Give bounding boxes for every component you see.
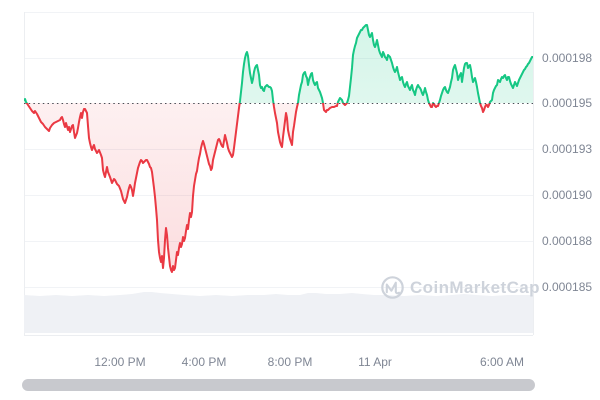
volume-area [24, 292, 533, 333]
x-tick-label: 8:00 PM [268, 355, 313, 369]
y-tick-label: 0.000188 [542, 234, 592, 248]
x-tick-label: 12:00 PM [94, 355, 145, 369]
coinmarketcap-logo-icon [381, 276, 404, 299]
y-tick-label: 0.000195 [542, 96, 592, 110]
watermark-text: CoinMarketCap [410, 278, 540, 297]
x-axis: 12:00 PM 4:00 PM 8:00 PM 11 Apr 6:00 AM [94, 355, 524, 369]
price-line-down [25, 103, 491, 273]
y-tick-label: 0.000198 [542, 51, 592, 65]
y-axis: 0.000198 0.000195 0.000193 0.000190 0.00… [542, 51, 592, 294]
y-tick-label: 0.000193 [542, 142, 592, 156]
price-area-down [24, 103, 533, 272]
y-tick-label: 0.000190 [542, 188, 592, 202]
watermark: CoinMarketCap [381, 276, 540, 299]
y-tick-label: 0.000185 [542, 280, 592, 294]
x-tick-label: 11 Apr [358, 355, 392, 369]
scrollbar-thumb[interactable] [22, 379, 535, 391]
price-line-up [24, 24, 533, 103]
x-tick-label: 6:00 AM [480, 355, 524, 369]
x-tick-label: 4:00 PM [182, 355, 227, 369]
